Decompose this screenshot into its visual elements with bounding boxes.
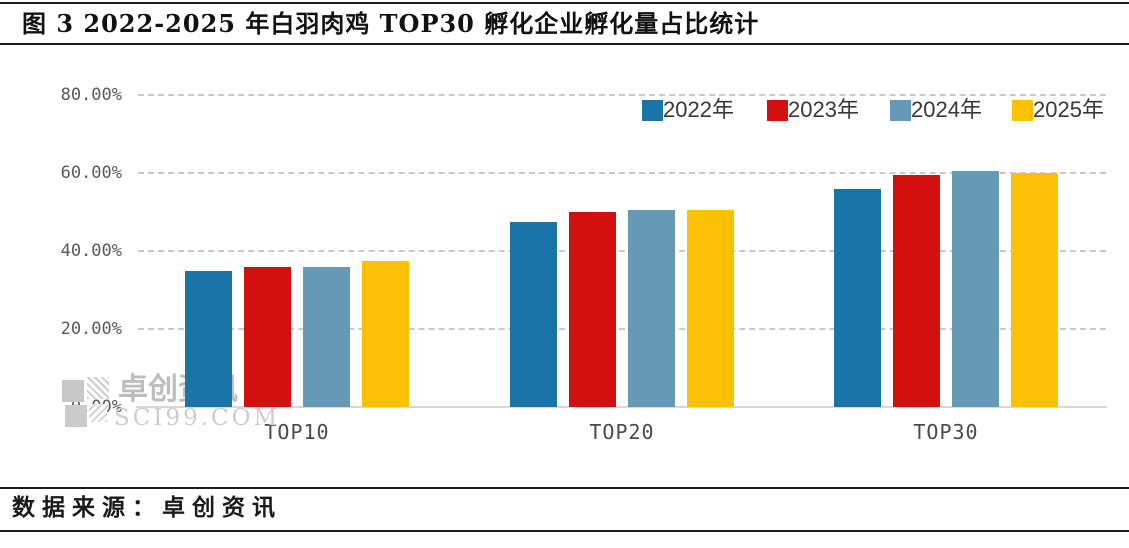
legend-swatch-icon [1012, 99, 1033, 121]
watermark-domain-text: SCI99.COM [114, 405, 281, 431]
bar-2024年-TOP30 [952, 171, 999, 407]
bar-2025年-TOP30 [1011, 173, 1058, 407]
legend-label: 2022年 [663, 97, 734, 122]
legend-item-2022年: 2022年 [642, 98, 734, 122]
bar-2024年-TOP20 [628, 210, 675, 407]
logo-square [87, 377, 109, 399]
sci99-logo-icon [62, 377, 110, 427]
bar-2023年-TOP20 [569, 212, 616, 407]
x-axis-line [136, 406, 1107, 408]
source-divider-bottom [0, 530, 1129, 532]
data-source: 数据来源：卓创资讯 [12, 494, 282, 521]
bar-2025年-TOP10 [362, 260, 409, 407]
title-divider [0, 43, 1129, 45]
bar-2024年-TOP10 [303, 266, 350, 407]
legend-label: 2024年 [911, 97, 982, 122]
bar-2022年-TOP20 [510, 221, 557, 407]
gridline-80 [138, 94, 1106, 96]
category-label-TOP10: TOP10 [264, 420, 330, 444]
legend-swatch-icon [890, 99, 911, 121]
logo-square [62, 380, 84, 402]
top-divider [0, 2, 1129, 4]
bar-2022年-TOP30 [834, 188, 881, 407]
legend-swatch-icon [642, 99, 663, 121]
y-tick-label: 20.00% [60, 319, 122, 339]
category-label-TOP20: TOP20 [589, 420, 655, 444]
logo-square [89, 404, 107, 422]
y-tick-label: 80.00% [60, 85, 122, 105]
source-divider-top [0, 487, 1129, 489]
gridline-40 [138, 250, 1106, 252]
category-label-TOP30: TOP30 [913, 420, 979, 444]
bar-2025年-TOP20 [687, 210, 734, 407]
y-tick-label: 60.00% [60, 163, 122, 183]
bar-2022年-TOP10 [185, 270, 232, 407]
bar-2023年-TOP10 [244, 266, 291, 407]
legend-label: 2023年 [788, 97, 859, 122]
y-tick-label: 40.00% [60, 241, 122, 261]
legend-swatch-icon [767, 99, 788, 121]
legend-item-2024年: 2024年 [890, 98, 982, 122]
gridline-60 [138, 172, 1106, 174]
bar-2023年-TOP30 [893, 174, 940, 407]
gridline-20 [138, 328, 1106, 330]
figure-title: 图 3 2022-2025 年白羽肉鸡 TOP30 孵化企业孵化量占比统计 [22, 9, 760, 38]
legend-item-2023年: 2023年 [767, 98, 859, 122]
legend-label: 2025年 [1033, 97, 1104, 122]
logo-square [65, 405, 87, 427]
legend-item-2025年: 2025年 [1012, 98, 1104, 122]
